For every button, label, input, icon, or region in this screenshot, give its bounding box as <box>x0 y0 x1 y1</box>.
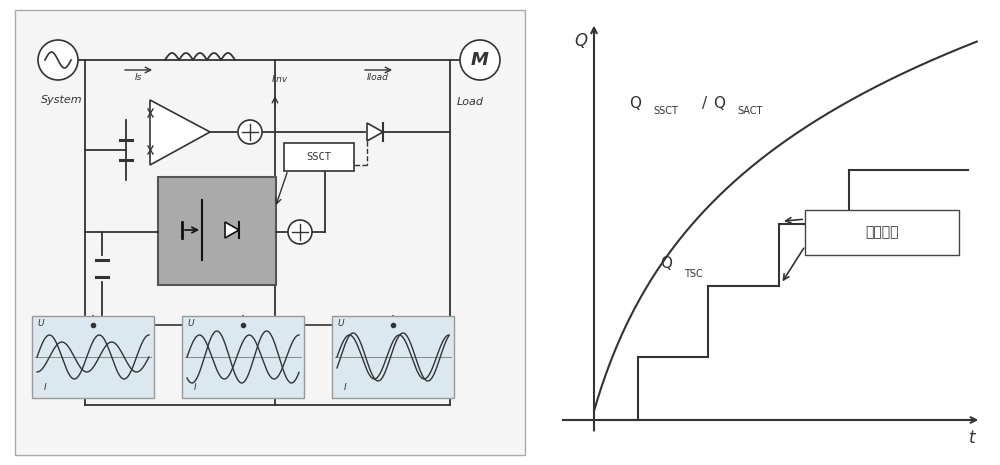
Text: SSCT: SSCT <box>653 106 678 116</box>
Text: M: M <box>471 51 489 69</box>
Text: Q: Q <box>713 95 725 111</box>
Text: System: System <box>41 95 83 105</box>
Circle shape <box>288 220 312 244</box>
Circle shape <box>238 120 262 144</box>
Text: U: U <box>37 319 44 328</box>
Text: Q: Q <box>629 95 641 111</box>
Text: SACT: SACT <box>737 106 762 116</box>
Circle shape <box>38 40 78 80</box>
Text: TSC: TSC <box>684 269 703 279</box>
Polygon shape <box>225 222 239 238</box>
Text: SSCT: SSCT <box>306 152 332 162</box>
Text: Q: Q <box>660 256 672 271</box>
Circle shape <box>460 40 500 80</box>
Text: Iload: Iload <box>367 73 389 81</box>
Text: 补偿死角: 补偿死角 <box>865 226 899 239</box>
Bar <box>805 210 959 255</box>
Text: U: U <box>337 319 344 328</box>
Text: /: / <box>702 95 707 111</box>
Bar <box>332 316 454 398</box>
Text: t: t <box>969 429 976 447</box>
Text: U: U <box>187 319 194 328</box>
Bar <box>182 316 304 398</box>
Text: I: I <box>44 384 47 392</box>
Text: Q: Q <box>574 32 587 50</box>
Text: Iinv: Iinv <box>272 75 288 85</box>
FancyBboxPatch shape <box>284 143 354 171</box>
Bar <box>158 177 276 285</box>
Polygon shape <box>367 123 383 141</box>
Text: Is: Is <box>134 73 142 81</box>
Text: Load: Load <box>456 97 484 107</box>
Polygon shape <box>150 100 210 165</box>
Text: I: I <box>344 384 347 392</box>
Bar <box>32 316 154 398</box>
Text: I: I <box>194 384 197 392</box>
